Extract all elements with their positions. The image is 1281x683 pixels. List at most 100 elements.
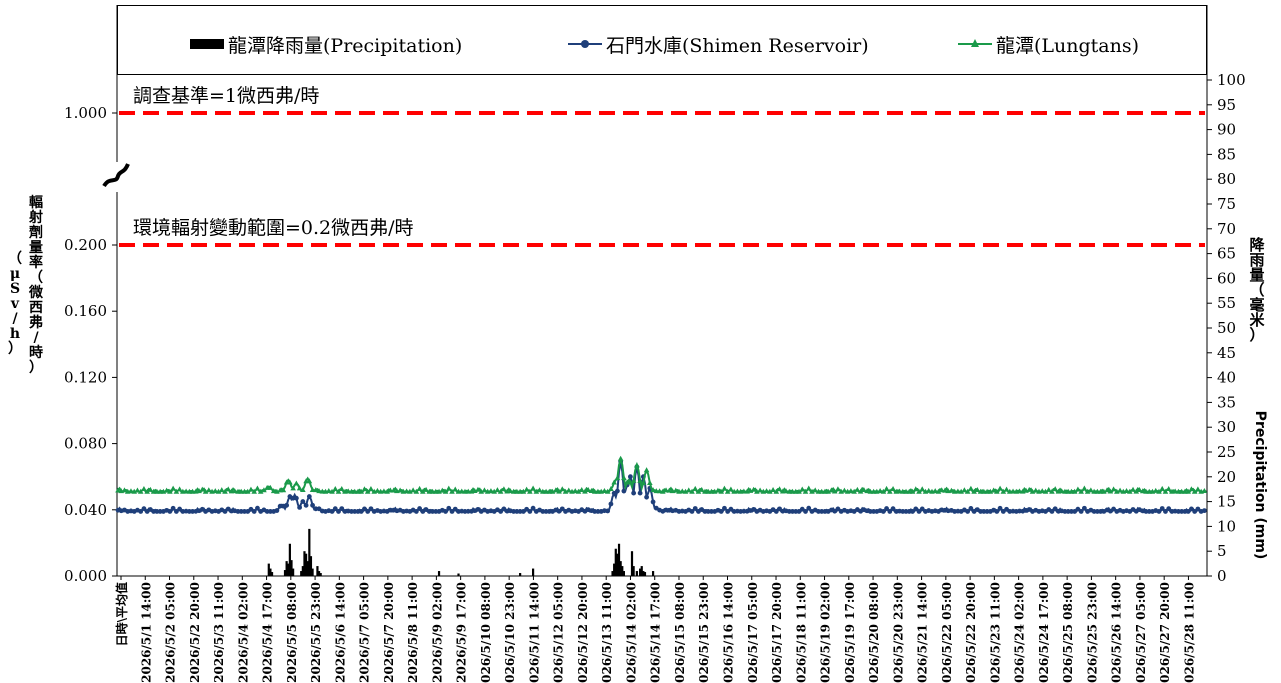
data-point — [803, 509, 808, 514]
data-point — [630, 477, 637, 483]
left-tick-label: 0.160 — [64, 302, 107, 320]
precipitation-bar — [651, 571, 655, 576]
data-point — [890, 486, 896, 492]
data-point — [994, 509, 1000, 514]
data-point — [1104, 487, 1110, 493]
data-point — [615, 488, 620, 494]
data-point — [910, 509, 915, 514]
data-point — [478, 488, 485, 494]
data-point — [527, 509, 533, 514]
data-point — [1126, 488, 1133, 494]
data-point — [254, 485, 261, 491]
data-point — [131, 488, 138, 494]
axis-title-char: 西 — [29, 300, 43, 316]
data-point — [1110, 486, 1117, 492]
data-point — [248, 486, 254, 492]
data-point — [1026, 486, 1033, 492]
x-tick-label: 2026/5/7 20:00 — [382, 582, 396, 683]
data-point — [225, 486, 232, 492]
data-point — [964, 488, 971, 494]
data-point — [685, 487, 692, 493]
data-point — [880, 488, 887, 494]
data-point — [608, 501, 614, 507]
axis-title-char: （ — [1249, 281, 1265, 299]
data-point — [692, 485, 699, 491]
data-point — [987, 488, 994, 494]
x-tick-label: 2026/5/13 11:00 — [600, 582, 614, 683]
data-point — [507, 488, 514, 494]
data-point — [721, 485, 728, 491]
x-tick-label: 日時\平均值 — [114, 582, 129, 646]
data-point — [338, 485, 345, 491]
x-tick-label: 2026/5/14 02:00 — [624, 582, 638, 683]
axis-title-char: S — [9, 281, 21, 297]
data-point — [137, 488, 144, 494]
precipitation-bar — [311, 568, 314, 576]
data-point — [325, 488, 332, 494]
data-point — [251, 509, 257, 514]
axis-title-char: / — [33, 330, 39, 346]
data-point — [1049, 488, 1055, 494]
precipitation-bar — [639, 568, 642, 576]
data-point — [689, 488, 695, 494]
data-point — [306, 478, 313, 484]
x-tick-label: 2026/5/20 08:00 — [867, 582, 881, 683]
data-point — [329, 488, 335, 494]
legend-item-lungtan: 龍潭(Lungtans) — [958, 32, 1139, 57]
data-point — [303, 502, 309, 508]
precipitation-bar — [288, 543, 291, 576]
data-point — [138, 509, 144, 514]
data-point — [971, 488, 977, 494]
data-point — [358, 488, 365, 494]
precipitation-bar — [614, 548, 617, 576]
data-point — [284, 502, 290, 508]
data-point — [332, 506, 338, 512]
data-point — [215, 488, 222, 494]
x-tick-label: 2026/5/27 20:00 — [1158, 582, 1172, 683]
right-tick-label: 35 — [1217, 393, 1236, 411]
data-point — [935, 488, 942, 494]
data-point — [358, 509, 364, 514]
axis-title-char: 輻 — [29, 195, 43, 211]
data-point — [647, 479, 653, 485]
axis-title-char: 微 — [29, 285, 43, 301]
legend: 龍潭降雨量(Precipitation) 石門水庫(Shimen Reservo… — [117, 5, 1207, 75]
precipitation-bar — [519, 573, 522, 576]
data-point — [640, 479, 647, 485]
axis-title-char: ） — [8, 341, 22, 357]
axis-title-char: v — [10, 296, 20, 312]
data-point — [1003, 486, 1010, 492]
data-point — [134, 487, 141, 493]
x-tick-label: 2026/5/9 02:00 — [430, 582, 444, 683]
data-point — [770, 486, 776, 492]
axes: 0.000 0.040 0.080 0.120 0.160 0.200 1.000 0 5 10 1… — [64, 5, 1246, 585]
left-axis-title: 輻射劑量率（微西弗 / 時） — [26, 196, 46, 376]
lungtan-series — [115, 455, 1208, 494]
data-point — [128, 488, 134, 494]
data-point — [335, 488, 342, 494]
data-point — [644, 494, 649, 500]
right-tick-label: 50 — [1217, 319, 1236, 337]
precipitation-bar — [308, 528, 311, 576]
data-point — [374, 487, 381, 493]
data-point — [857, 488, 864, 494]
data-point — [912, 486, 919, 492]
data-point — [170, 505, 176, 511]
data-point — [261, 487, 267, 493]
data-point — [656, 488, 663, 494]
data-point — [549, 488, 556, 494]
data-point — [884, 506, 889, 511]
data-point — [1088, 487, 1094, 493]
precipitation-bar — [611, 571, 614, 576]
data-point — [575, 488, 582, 494]
data-point — [925, 487, 932, 493]
precipitation-bar — [319, 573, 322, 576]
precipitation-bar — [303, 551, 306, 576]
data-point — [831, 488, 838, 494]
data-point — [1130, 486, 1136, 492]
data-point — [877, 487, 883, 493]
data-point — [1136, 486, 1143, 492]
right-tick-label: 65 — [1217, 245, 1236, 263]
precipitation-bar — [287, 563, 290, 576]
data-point — [887, 488, 893, 494]
